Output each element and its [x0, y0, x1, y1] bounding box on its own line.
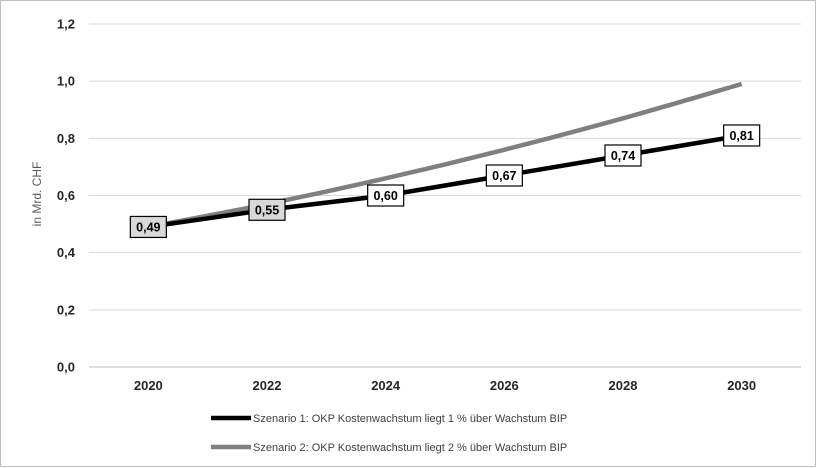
legend-item-2: Szenario 2: OKP Kostenwachstum liegt 2 %… [211, 442, 567, 454]
data-labels: 0,49 0,55 0,60 0,67 0,74 0,81 [129, 124, 761, 239]
data-label: 0,60 [367, 184, 405, 207]
y-tick-label: 0,0 [57, 360, 75, 375]
y-tick-label: 0,6 [57, 188, 75, 203]
data-label: 0,74 [604, 144, 642, 167]
x-tick-label: 2028 [609, 378, 638, 393]
legend-item-1: Szenario 1: OKP Kostenwachstum liegt 1 %… [211, 413, 567, 425]
y-tick-label: 0,8 [57, 131, 75, 146]
y-tick-label: 1,2 [57, 17, 75, 32]
series-lines [147, 81, 743, 230]
y-axis-ticks: 0,0 0,2 0,4 0,6 0,8 1,0 1,2 [57, 17, 76, 375]
x-tick-label: 2026 [490, 378, 519, 393]
data-label: 0,67 [485, 164, 523, 187]
legend-label: Szenario 2: OKP Kostenwachstum liegt 2 %… [253, 442, 567, 454]
series-line-1 [148, 133, 743, 230]
x-axis-ticks: 2020 2022 2024 2026 2028 2030 [134, 378, 756, 393]
series-line-2 [147, 81, 743, 230]
svg-text:0,67: 0,67 [492, 169, 516, 183]
y-tick-label: 0,4 [57, 245, 76, 260]
svg-text:0,60: 0,60 [373, 189, 397, 203]
data-label: 0,49 [129, 215, 167, 239]
y-axis-label: in Mrd. CHF [30, 162, 44, 227]
x-tick-label: 2022 [253, 378, 282, 393]
svg-text:0,55: 0,55 [255, 203, 279, 217]
svg-text:0,74: 0,74 [611, 149, 635, 163]
x-tick-label: 2030 [727, 378, 756, 393]
data-label: 0,55 [248, 198, 286, 221]
gridlines [89, 23, 801, 311]
svg-text:0,49: 0,49 [136, 220, 160, 234]
data-label: 0,81 [723, 124, 761, 147]
x-tick-label: 2020 [134, 378, 163, 393]
x-tick-label: 2024 [371, 378, 401, 393]
y-tick-label: 1,0 [57, 74, 75, 89]
legend: Szenario 1: OKP Kostenwachstum liegt 1 %… [211, 413, 567, 454]
legend-label: Szenario 1: OKP Kostenwachstum liegt 1 %… [253, 413, 567, 425]
y-tick-label: 0,2 [57, 302, 75, 317]
svg-text:0,81: 0,81 [729, 129, 753, 143]
